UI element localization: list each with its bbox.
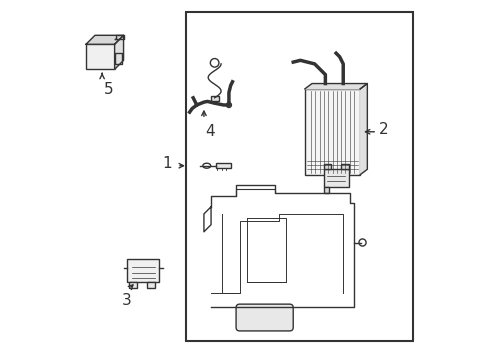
Bar <box>323 187 329 193</box>
Polygon shape <box>86 35 123 44</box>
Bar <box>186 12 413 341</box>
Polygon shape <box>305 84 368 89</box>
Bar <box>129 282 137 288</box>
Bar <box>127 258 159 282</box>
Polygon shape <box>360 84 368 175</box>
Bar <box>86 44 115 69</box>
Text: 3: 3 <box>122 293 131 308</box>
Bar <box>211 96 219 101</box>
Bar <box>147 282 155 288</box>
Text: 5: 5 <box>104 82 114 97</box>
Bar <box>115 53 122 64</box>
Bar <box>323 169 348 187</box>
Bar <box>342 164 348 169</box>
Text: 1: 1 <box>162 157 172 171</box>
Text: 2: 2 <box>379 122 389 138</box>
Text: 4: 4 <box>206 123 215 139</box>
FancyBboxPatch shape <box>236 304 293 331</box>
Bar <box>305 89 360 175</box>
Polygon shape <box>115 35 123 69</box>
Bar <box>217 163 231 168</box>
Bar <box>323 164 331 169</box>
